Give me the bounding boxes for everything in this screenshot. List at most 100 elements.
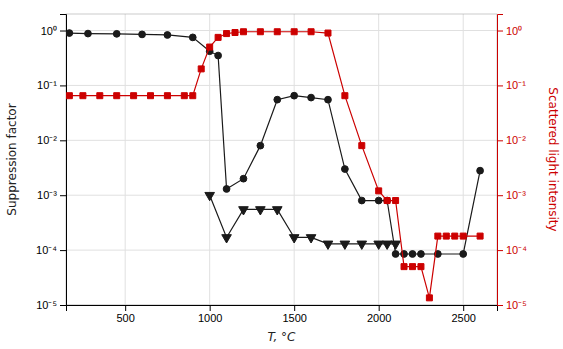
tick: 10⁻¹ xyxy=(497,79,526,91)
tick-mark xyxy=(210,305,211,311)
tick-mark xyxy=(497,250,503,251)
point xyxy=(66,93,72,99)
point xyxy=(359,143,365,149)
point xyxy=(97,93,103,99)
point xyxy=(215,34,221,40)
point xyxy=(382,241,392,249)
chart: 500100015002000250010⁻⁵10⁻⁴10⁻³10⁻²10⁻¹1… xyxy=(0,0,563,349)
y-axis: 10⁻⁵ 10⁻⁴ 10⁻³ 10⁻² 10⁻¹ 10⁰ xyxy=(36,15,66,312)
point xyxy=(409,251,416,258)
point xyxy=(323,241,333,249)
point xyxy=(376,188,382,194)
point xyxy=(289,235,299,243)
point xyxy=(181,93,187,99)
tick-label: 10⁻³ xyxy=(37,189,57,201)
tick-mark xyxy=(379,305,380,311)
grid-line-x xyxy=(209,14,210,305)
x-axis-title: T, °C xyxy=(268,330,297,344)
tick-mark xyxy=(497,305,503,306)
tick: 10⁻² xyxy=(497,134,526,146)
point xyxy=(215,52,222,59)
series-line xyxy=(210,195,396,244)
point xyxy=(239,207,249,215)
point xyxy=(80,93,86,99)
tick: 10⁻⁵ xyxy=(497,299,527,311)
tick-label: 10⁻⁵ xyxy=(36,299,57,311)
tick: 10⁻⁵ xyxy=(36,299,66,311)
point xyxy=(308,29,314,35)
tick-label: 10⁻⁴ xyxy=(506,244,527,256)
point xyxy=(306,235,316,243)
tick-label: 10⁻⁵ xyxy=(506,299,527,311)
tick-label: 10⁰ xyxy=(41,25,57,37)
y2-axis: 10⁻⁵ 10⁻⁴ 10⁻³ 10⁻² 10⁻¹ 10⁰ xyxy=(497,15,527,312)
tick-mark xyxy=(60,31,66,32)
point xyxy=(452,233,458,239)
point xyxy=(460,251,467,258)
y-axis-title: Suppression factor xyxy=(5,103,19,215)
point xyxy=(66,30,73,37)
tick-mark xyxy=(497,195,503,196)
tick-mark xyxy=(125,305,126,311)
tick-label: 10⁻² xyxy=(506,134,526,146)
tick-mark xyxy=(60,250,66,251)
point xyxy=(189,34,196,41)
axis-line xyxy=(67,306,498,312)
point xyxy=(392,251,399,258)
point xyxy=(308,94,315,101)
point xyxy=(274,96,281,103)
tick-mark xyxy=(497,31,503,32)
point xyxy=(375,197,382,204)
y2-axis-title: Scattered light intensity xyxy=(546,87,560,231)
grid-line-x xyxy=(294,14,295,305)
point xyxy=(256,207,266,215)
point xyxy=(131,93,137,99)
tick: 500 xyxy=(116,305,134,324)
point xyxy=(257,142,264,149)
tick-label: 1000 xyxy=(198,312,222,324)
point xyxy=(139,31,146,38)
point xyxy=(240,29,246,35)
plot: 500100015002000250010⁻⁵10⁻⁴10⁻³10⁻²10⁻¹1… xyxy=(36,14,527,324)
tick: 10⁻¹ xyxy=(37,79,66,91)
tick: 10⁻³ xyxy=(497,189,526,201)
point xyxy=(325,96,332,103)
grid-line-y xyxy=(66,195,497,196)
point xyxy=(222,235,232,243)
tick: 1500 xyxy=(282,305,306,324)
point xyxy=(418,264,424,270)
point xyxy=(341,166,348,173)
tick-label: 10⁻³ xyxy=(506,189,526,201)
grid-line-x xyxy=(125,14,126,305)
tick-label: 10⁻² xyxy=(37,134,57,146)
tick-label: 2500 xyxy=(451,312,475,324)
tick: 1000 xyxy=(198,305,222,324)
tick: 10⁻³ xyxy=(37,189,66,201)
point xyxy=(198,66,204,72)
tick-label: 500 xyxy=(116,312,134,324)
point xyxy=(148,93,154,99)
tick: 10⁰ xyxy=(497,25,522,37)
point xyxy=(384,198,390,204)
tick: 10⁻⁴ xyxy=(36,244,66,256)
point xyxy=(190,93,196,99)
tick-mark xyxy=(463,305,464,311)
point xyxy=(435,233,441,239)
point xyxy=(272,207,282,215)
grid xyxy=(66,14,497,305)
point xyxy=(477,233,483,239)
tick-label: 10⁰ xyxy=(506,25,522,37)
grid-line-y xyxy=(66,140,497,141)
axis-line xyxy=(498,15,504,306)
point xyxy=(477,167,484,174)
series-line xyxy=(69,32,480,298)
tick-label: 1500 xyxy=(282,312,306,324)
point xyxy=(342,93,348,99)
point xyxy=(113,30,120,37)
point xyxy=(401,264,407,270)
tick-mark xyxy=(60,85,66,86)
tick-mark xyxy=(60,195,66,196)
x-axis: 500 1000 1500 2000 2500 xyxy=(67,305,498,324)
tick-label: 2000 xyxy=(367,312,391,324)
series-group xyxy=(66,29,483,301)
